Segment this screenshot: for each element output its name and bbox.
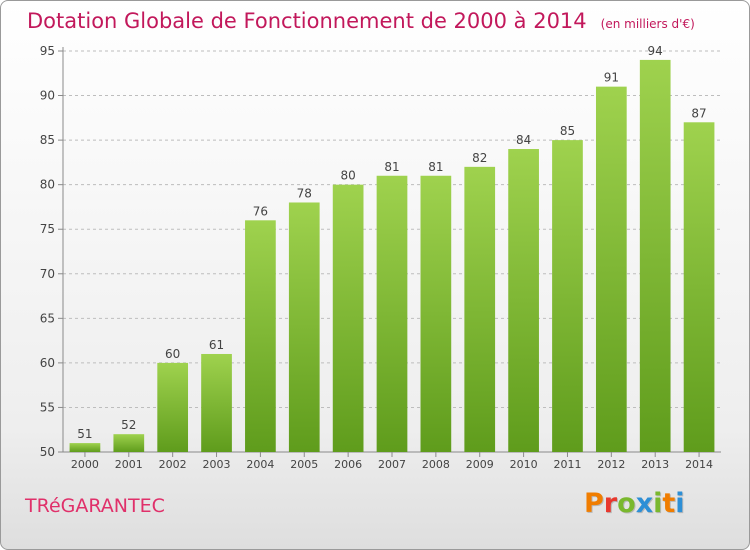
bar-2014 xyxy=(683,122,715,453)
brand-letter: i xyxy=(675,488,685,519)
bar-value-label: 60 xyxy=(165,347,180,361)
bar-2010 xyxy=(508,149,539,452)
bar-2002 xyxy=(157,362,189,452)
y-tick-label: 85 xyxy=(40,133,55,147)
bar-value-label: 91 xyxy=(604,71,619,85)
bar-2007 xyxy=(376,175,408,452)
y-tick-label: 60 xyxy=(40,356,55,370)
brand-letter: r xyxy=(603,488,618,519)
brand-letter: P xyxy=(584,488,604,519)
x-tick-label: 2014 xyxy=(685,458,713,471)
bar-value-label: 61 xyxy=(209,338,224,352)
bar-2013 xyxy=(639,59,671,453)
x-tick-label: 2000 xyxy=(71,458,99,471)
chart-unit-subtitle: (en milliers d'€) xyxy=(600,17,695,31)
x-tick-label: 2009 xyxy=(466,458,494,471)
bar-value-label: 78 xyxy=(297,186,312,200)
bar-value-label: 85 xyxy=(560,124,575,138)
y-tick-label: 90 xyxy=(40,89,55,103)
bar-2008 xyxy=(420,175,452,452)
x-tick-label: 2006 xyxy=(334,458,362,471)
x-tick-label: 2013 xyxy=(641,458,669,471)
bar-2005 xyxy=(288,202,320,452)
bar-value-label: 51 xyxy=(77,427,92,441)
y-tick-label: 80 xyxy=(40,178,55,192)
x-tick-label: 2011 xyxy=(553,458,581,471)
bar-2009 xyxy=(464,166,496,452)
chart-title-text: Dotation Globale de Fonctionnement de 20… xyxy=(27,9,587,33)
brand-letter: t xyxy=(662,488,676,519)
bar-2006 xyxy=(332,184,364,452)
x-tick-label: 2007 xyxy=(378,458,406,471)
x-tick-label: 2012 xyxy=(597,458,625,471)
bar-value-label: 94 xyxy=(648,44,663,58)
x-tick-label: 2008 xyxy=(422,458,450,471)
x-tick-label: 2005 xyxy=(290,458,318,471)
x-tick-label: 2001 xyxy=(115,458,143,471)
bar-2012 xyxy=(595,86,627,453)
bar-2001 xyxy=(113,434,145,452)
x-tick-label: 2002 xyxy=(159,458,187,471)
bar-value-label: 81 xyxy=(428,160,443,174)
brand-letter: o xyxy=(617,488,636,519)
bar-value-label: 81 xyxy=(384,160,399,174)
chart-title: Dotation Globale de Fonctionnement de 20… xyxy=(27,9,695,33)
y-tick-label: 75 xyxy=(40,222,55,236)
y-tick-label: 70 xyxy=(40,267,55,281)
bar-value-label: 84 xyxy=(516,133,531,147)
bar-2000 xyxy=(69,443,101,452)
proxiti-logo: Proxiti xyxy=(584,488,685,519)
bar-value-label: 76 xyxy=(253,204,268,218)
bar-2003 xyxy=(201,353,232,452)
bar-value-label: 80 xyxy=(340,169,355,183)
x-tick-label: 2010 xyxy=(510,458,538,471)
commune-name: TRéGARANTEC xyxy=(25,495,165,517)
y-tick-label: 95 xyxy=(40,44,55,58)
y-tick-label: 65 xyxy=(40,311,55,325)
y-tick-label: 55 xyxy=(40,400,55,414)
bar-value-label: 82 xyxy=(472,151,487,165)
bar-2004 xyxy=(245,220,276,452)
x-tick-label: 2003 xyxy=(203,458,231,471)
brand-letter: i xyxy=(653,488,663,519)
brand-letter: x xyxy=(635,488,654,519)
bar-value-label: 52 xyxy=(121,418,136,432)
x-tick-label: 2004 xyxy=(246,458,274,471)
y-tick-label: 50 xyxy=(40,445,55,459)
bar-value-label: 87 xyxy=(691,106,706,120)
bar-2011 xyxy=(552,140,583,452)
